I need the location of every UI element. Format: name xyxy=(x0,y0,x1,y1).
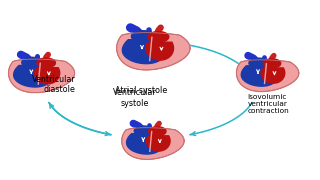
Polygon shape xyxy=(146,42,173,60)
Polygon shape xyxy=(148,31,169,42)
Polygon shape xyxy=(241,66,278,86)
Polygon shape xyxy=(261,68,285,83)
Polygon shape xyxy=(117,33,190,70)
Polygon shape xyxy=(249,58,269,68)
Polygon shape xyxy=(35,68,60,84)
Polygon shape xyxy=(37,58,55,68)
Polygon shape xyxy=(146,136,170,151)
Polygon shape xyxy=(122,40,165,64)
Polygon shape xyxy=(9,59,75,93)
Polygon shape xyxy=(148,127,166,136)
Text: Ventricular
diastole: Ventricular diastole xyxy=(32,75,76,94)
Text: Ventricular
systole: Ventricular systole xyxy=(113,88,156,108)
Polygon shape xyxy=(263,59,281,68)
Polygon shape xyxy=(127,134,163,154)
Polygon shape xyxy=(122,128,184,159)
Text: Isovolumic
ventricular
contraction: Isovolumic ventricular contraction xyxy=(248,94,289,114)
Polygon shape xyxy=(134,126,154,136)
Polygon shape xyxy=(236,60,299,91)
Polygon shape xyxy=(22,57,43,68)
Text: Atrial systole: Atrial systole xyxy=(115,86,167,95)
Polygon shape xyxy=(14,66,52,87)
Polygon shape xyxy=(132,31,155,42)
